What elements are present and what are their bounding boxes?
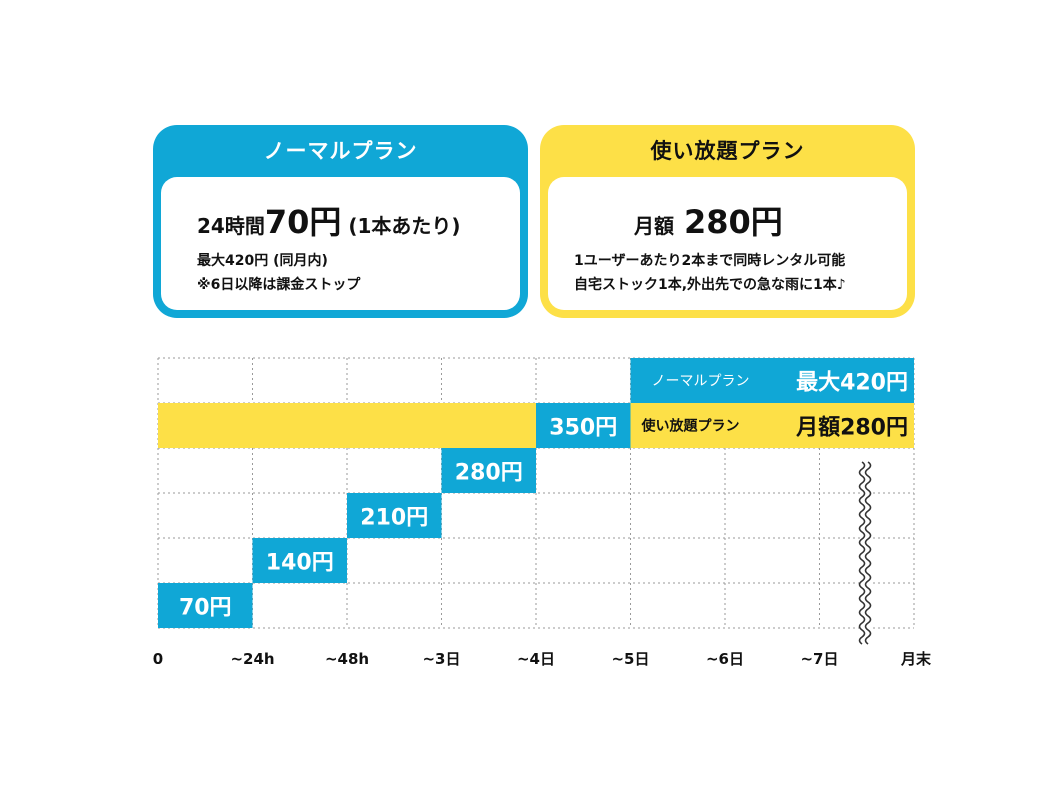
unlimited-plan-band [158, 403, 914, 448]
unlimited-price-main: 280円 [684, 203, 783, 241]
unlimited-price-prefix: 月額 [634, 214, 674, 238]
normal-plan-body: 24時間70円 (1本あたり) 最大420円 (同月内) ※6日以降は課金ストッ… [161, 177, 520, 310]
normal-step-label: 350円 [549, 416, 617, 441]
x-tick-label: 0 [153, 650, 163, 668]
axis-break-gap [860, 458, 871, 648]
normal-cap-bar [630, 358, 914, 403]
normal-step-bar [441, 448, 536, 493]
normal-step-bar [252, 538, 347, 583]
x-tick-label: ~7日 [800, 650, 838, 668]
axis-break-wave [858, 461, 866, 645]
normal-step-bar [158, 583, 253, 628]
unlimited-plan-card: 使い放題プラン 月額 280円 1ユーザーあたり2本まで同時レンタル可能 自宅スト… [540, 125, 915, 318]
normal-price-prefix: 24時間 [197, 214, 265, 238]
unlimited-plan-price: 月額 280円 [574, 197, 897, 243]
normal-step-label: 140円 [266, 551, 334, 576]
normal-cap-value-label: 最大420円 [796, 371, 908, 396]
x-tick-label: ~5日 [611, 650, 649, 668]
unlimited-note-1: 1ユーザーあたり2本まで同時レンタル可能 [574, 253, 846, 269]
normal-step-label: 210円 [360, 506, 428, 531]
normal-note-2: ※6日以降は課金ストップ [197, 277, 361, 293]
unlimited-note-2: 自宅ストック1本,外出先での急な雨に1本♪ [574, 277, 846, 293]
x-tick-label: ~6日 [706, 650, 744, 668]
normal-step-label: 280円 [455, 461, 523, 486]
unlimited-value-label: 月額280円 [795, 415, 908, 441]
normal-step-label: 70円 [179, 596, 232, 621]
x-tick-label: ~3日 [422, 650, 460, 668]
x-tick-label: ~24h [230, 650, 274, 668]
normal-step-bar [536, 403, 631, 448]
unlimited-plan-notes: 1ユーザーあたり2本まで同時レンタル可能 自宅ストック1本,外出先での急な雨に1… [574, 249, 897, 297]
normal-plan-notes: 最大420円 (同月内) ※6日以降は課金ストップ [197, 249, 490, 297]
normal-note-1: 最大420円 (同月内) [197, 253, 328, 269]
unlimited-plan-label: 使い放題プラン [641, 418, 740, 435]
normal-step-bar [347, 493, 442, 538]
normal-plan-card: ノーマルプラン 24時間70円 (1本あたり) 最大420円 (同月内) ※6日… [153, 125, 528, 318]
normal-plan-price: 24時間70円 (1本あたり) [197, 197, 490, 243]
x-tick-label: ~48h [325, 650, 369, 668]
normal-price-suffix: (1本あたり) [341, 214, 461, 238]
x-tick-label: 月末 [900, 650, 932, 668]
unlimited-plan-title: 使い放題プラン [650, 139, 805, 163]
x-tick-label: ~4日 [517, 650, 555, 668]
normal-cap-plan-label: ノーマルプラン [652, 374, 750, 390]
unlimited-plan-body: 月額 280円 1ユーザーあたり2本まで同時レンタル可能 自宅ストック1本,外出先… [548, 177, 907, 310]
normal-price-main: 70円 [264, 203, 342, 241]
normal-plan-title: ノーマルプラン [263, 139, 418, 163]
axis-break-wave [864, 461, 872, 645]
